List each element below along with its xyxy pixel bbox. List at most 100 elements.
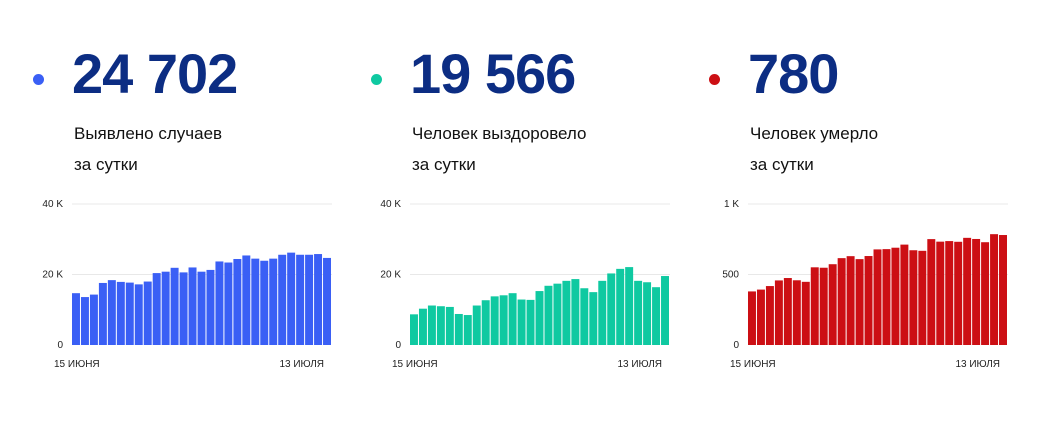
bar	[882, 249, 891, 345]
bar	[580, 288, 589, 345]
bar	[571, 279, 580, 345]
y-tick-label: 0	[395, 340, 401, 351]
bar	[260, 260, 269, 345]
y-tick-label: 40 K	[380, 199, 401, 210]
bar	[846, 256, 855, 345]
bar	[89, 294, 98, 345]
x-end-label: 13 ИЮЛЯ	[279, 359, 324, 370]
bar	[305, 254, 314, 345]
bar	[625, 267, 634, 345]
bar	[643, 282, 652, 345]
bar	[125, 282, 134, 345]
recovered-description: Человек выздоровело за сутки	[412, 118, 587, 180]
deaths-panel: 780 Человек умерло за сутки 0 500 1 K 15 ИЮ…	[676, 0, 1016, 425]
bar	[296, 254, 305, 345]
bar	[508, 293, 517, 345]
y-tick-label: 20 K	[380, 270, 401, 281]
x-start-label: 15 ИЮНЯ	[54, 359, 100, 370]
bar	[224, 262, 233, 345]
bar	[287, 252, 296, 345]
cases-chart: 0 20 K 40 K 15 ИЮНЯ 13 ИЮЛЯ	[42, 199, 332, 370]
bar	[756, 289, 765, 345]
x-end-label: 13 ИЮЛЯ	[955, 359, 1000, 370]
bar	[589, 292, 598, 346]
bar	[765, 286, 774, 345]
bar	[143, 281, 152, 345]
bar	[981, 242, 990, 345]
bar	[999, 235, 1007, 345]
bar	[314, 254, 323, 345]
bar	[954, 241, 963, 345]
bar	[553, 283, 562, 345]
bar	[945, 241, 954, 345]
bar	[616, 268, 625, 345]
bar	[918, 250, 927, 345]
deaths-chart: 0 500 1 K 15 ИЮНЯ 13 ИЮЛЯ	[722, 199, 1008, 370]
bar	[481, 300, 490, 345]
bar	[436, 306, 445, 345]
bar	[98, 282, 107, 345]
bar	[418, 308, 427, 345]
bar	[544, 285, 553, 345]
bar	[634, 280, 643, 345]
bar	[891, 247, 900, 345]
bar	[801, 281, 810, 345]
bar	[278, 254, 287, 345]
y-tick-label: 0	[57, 340, 63, 351]
cases-indicator-dot	[33, 74, 44, 85]
bar	[972, 238, 981, 345]
recovered-panel: 19 566 Человек выздоровело за сутки 0 20 …	[338, 0, 678, 425]
bar	[837, 258, 846, 345]
bar	[427, 305, 436, 345]
deaths-description: Человек умерло за сутки	[750, 118, 878, 180]
recovered-value: 19 566	[410, 42, 576, 105]
bar	[410, 314, 418, 345]
x-end-label: 13 ИЮЛЯ	[617, 359, 662, 370]
deaths-indicator-dot	[709, 74, 720, 85]
bar	[748, 291, 756, 345]
recovered-chart: 0 20 K 40 K 15 ИЮНЯ 13 ИЮЛЯ	[380, 199, 670, 370]
bar	[170, 267, 179, 345]
cases-description-line2: за сутки	[74, 155, 138, 174]
bar	[783, 278, 792, 345]
bar	[792, 280, 801, 345]
bar	[454, 313, 463, 345]
bar	[72, 293, 80, 345]
bar	[864, 256, 873, 345]
bar	[828, 264, 837, 345]
y-tick-label: 0	[733, 340, 739, 351]
bar	[215, 261, 224, 345]
bar	[463, 315, 472, 345]
bar	[819, 267, 828, 345]
bar	[936, 241, 945, 345]
bar	[161, 271, 170, 345]
y-tick-label: 1 K	[724, 199, 739, 210]
bar	[179, 272, 188, 345]
bar	[652, 287, 661, 345]
bar	[323, 257, 331, 345]
deaths-description-line2: за сутки	[750, 155, 814, 174]
x-start-label: 15 ИЮНЯ	[730, 359, 776, 370]
bar	[490, 296, 499, 345]
bar	[251, 258, 260, 345]
cases-panel: 24 702 Выявлено случаев за сутки 0 20 K 40…	[0, 0, 340, 425]
bar	[206, 269, 215, 345]
y-tick-label: 500	[722, 270, 739, 281]
bar	[873, 249, 882, 345]
x-start-label: 15 ИЮНЯ	[392, 359, 438, 370]
bar	[517, 299, 526, 345]
cases-value: 24 702	[72, 42, 238, 105]
bar	[269, 258, 278, 345]
bar	[242, 255, 251, 345]
bar	[80, 297, 89, 345]
bar	[810, 267, 819, 345]
deaths-description-line1: Человек умерло	[750, 124, 879, 143]
bar	[526, 299, 535, 345]
cases-description-line1: Выявлено случаев	[74, 124, 223, 143]
bar	[990, 234, 999, 345]
recovered-description-line1: Человек выздоровело	[412, 124, 587, 143]
bar	[188, 267, 197, 345]
bar	[134, 284, 143, 345]
bar	[233, 258, 242, 345]
bar	[909, 250, 918, 345]
